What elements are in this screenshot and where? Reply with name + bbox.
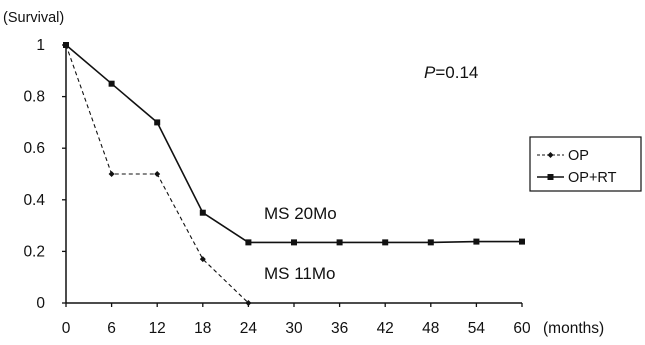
op-rt-point bbox=[291, 239, 297, 246]
op-point bbox=[108, 171, 115, 177]
op-rt-point bbox=[63, 42, 69, 48]
x-tick-label: 54 bbox=[468, 320, 486, 337]
y-ticks: 0 0.2 0.4 0.6 0.8 1 bbox=[23, 37, 66, 312]
legend-box bbox=[529, 136, 642, 192]
x-tick-label: 30 bbox=[285, 320, 303, 337]
legend: OP OP+RT bbox=[529, 136, 642, 192]
y-tick-label: 0 bbox=[36, 295, 45, 312]
x-tick-label: 6 bbox=[107, 320, 116, 337]
op-rt-point bbox=[519, 238, 525, 245]
x-tick-label: 60 bbox=[513, 320, 531, 337]
op-rt-point bbox=[199, 209, 206, 216]
ms-op-rt-annotation: MS 20Mo bbox=[264, 204, 337, 223]
op-point bbox=[199, 256, 206, 263]
legend-op-marker bbox=[547, 152, 554, 158]
op-rt-point bbox=[108, 80, 115, 87]
y-axis-label: (Survival) bbox=[3, 10, 64, 26]
series-layer bbox=[63, 42, 525, 306]
x-tick-label: 36 bbox=[331, 320, 348, 337]
legend-op-label: OP bbox=[568, 148, 589, 164]
x-tick-label: 0 bbox=[62, 320, 71, 337]
op-rt-point bbox=[154, 119, 161, 126]
op-point bbox=[154, 171, 161, 177]
y-tick-label: 0.8 bbox=[23, 89, 45, 106]
x-tick-label: 18 bbox=[194, 320, 211, 337]
y-tick-label: 0.6 bbox=[23, 140, 45, 157]
op-point bbox=[245, 300, 252, 306]
y-tick-label: 0.4 bbox=[23, 192, 45, 209]
x-ticks: 0 6 12 18 24 30 36 42 48 54 60 bbox=[62, 303, 531, 337]
op-rt-point bbox=[382, 239, 389, 246]
y-tick-label: 0.2 bbox=[23, 243, 45, 260]
op-rt-point bbox=[427, 239, 434, 246]
op-rt-point bbox=[336, 239, 343, 246]
x-tick-label: 24 bbox=[240, 320, 258, 337]
op-rt-point bbox=[473, 238, 480, 245]
x-axis-label: (months) bbox=[543, 320, 604, 337]
y-tick-label: 1 bbox=[36, 37, 45, 54]
legend-op-rt-label: OP+RT bbox=[568, 170, 617, 186]
p-value-annotation: P=0.14 bbox=[424, 63, 478, 82]
x-tick-label: 42 bbox=[377, 320, 394, 337]
x-tick-label: 12 bbox=[149, 320, 166, 337]
legend-op-rt-marker bbox=[547, 174, 554, 180]
op-rt-point bbox=[245, 239, 252, 246]
ms-op-annotation: MS 11Mo bbox=[264, 264, 336, 283]
x-tick-label: 48 bbox=[422, 320, 439, 337]
